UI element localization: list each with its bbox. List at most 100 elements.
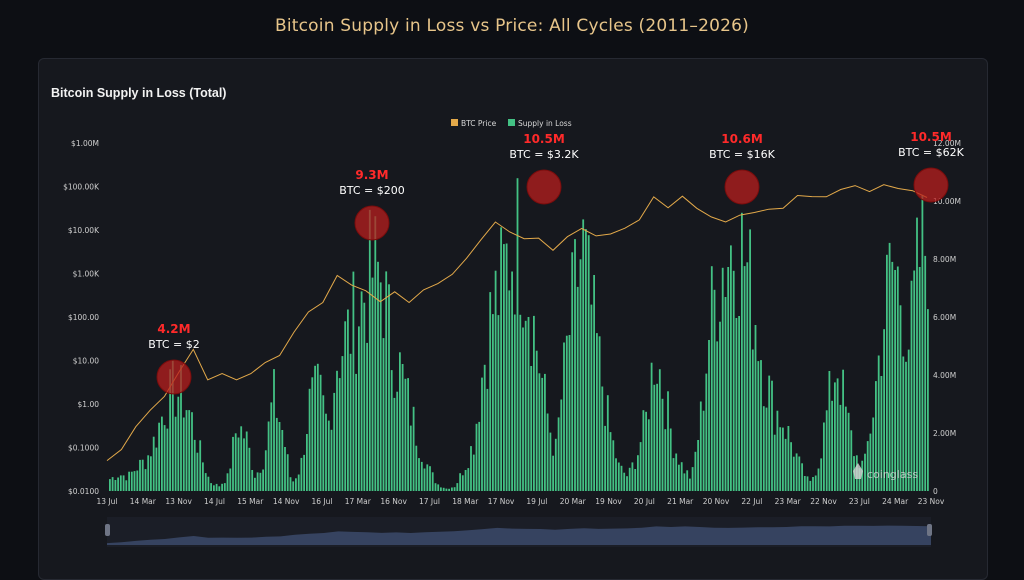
supply-bar xyxy=(284,447,286,491)
supply-bar xyxy=(697,440,699,491)
legend-label-price[interactable]: BTC Price xyxy=(461,119,497,128)
supply-bar xyxy=(823,422,825,491)
supply-bar xyxy=(136,470,139,491)
supply-bar xyxy=(117,477,119,491)
supply-bar xyxy=(571,252,574,491)
supply-bar xyxy=(352,271,355,491)
x-tick-label: 16 Jul xyxy=(311,497,332,506)
left-tick-label: $1.00K xyxy=(73,270,100,279)
supply-bar xyxy=(368,209,371,491)
supply-bar xyxy=(213,485,215,491)
supply-bar xyxy=(735,318,738,491)
supply-bar xyxy=(907,349,910,491)
right-tick-label: 6.00M xyxy=(933,313,956,322)
highlight-circle xyxy=(156,359,192,395)
supply-bar xyxy=(782,427,784,491)
supply-bar xyxy=(749,229,751,491)
highlight-circle xyxy=(724,169,760,205)
supply-bar xyxy=(363,302,366,491)
legend-label-supply[interactable]: Supply in Loss xyxy=(518,119,572,128)
callout-price-label: BTC = $200 xyxy=(339,184,405,197)
supply-bar xyxy=(626,476,628,491)
supply-bar xyxy=(694,451,697,491)
supply-bar xyxy=(169,369,171,491)
supply-bar xyxy=(713,289,716,491)
x-tick-label: 23 Jul xyxy=(849,497,870,506)
supply-bar xyxy=(377,261,379,491)
x-tick-label: 13 Nov xyxy=(165,497,192,506)
supply-bar xyxy=(516,178,519,491)
supply-bar xyxy=(264,450,267,491)
supply-bar xyxy=(535,350,538,491)
supply-bar xyxy=(568,335,571,491)
supply-bar xyxy=(574,239,576,491)
navigator-handle-right[interactable] xyxy=(927,524,932,536)
x-tick-label: 19 Jul xyxy=(526,497,547,506)
supply-bar xyxy=(319,374,322,491)
supply-bar xyxy=(483,364,486,491)
x-tick-label: 17 Nov xyxy=(488,497,515,506)
callout-price-label: BTC = $2 xyxy=(148,338,200,351)
supply-bar xyxy=(708,340,710,491)
supply-bar xyxy=(478,421,481,491)
supply-bar xyxy=(513,314,516,491)
supply-bar xyxy=(461,475,464,491)
range-navigator[interactable] xyxy=(105,517,932,547)
supply-bar xyxy=(650,362,653,491)
supply-bar xyxy=(281,430,284,491)
supply-bar xyxy=(825,410,828,491)
supply-bar xyxy=(563,342,565,491)
supply-bar xyxy=(267,421,270,491)
highlight-circle xyxy=(526,169,562,205)
supply-bar xyxy=(850,430,853,491)
supply-bar xyxy=(325,413,327,491)
supply-bar xyxy=(686,470,689,491)
legend[interactable]: BTC Price Supply in Loss xyxy=(451,119,572,128)
supply-bar xyxy=(738,316,740,491)
supply-bar xyxy=(366,342,368,491)
supply-bar xyxy=(872,417,875,491)
supply-bar xyxy=(147,455,150,491)
chart-svg[interactable]: BTC Price Supply in Loss $0.0100$0.1000$… xyxy=(39,59,987,577)
supply-bar xyxy=(894,270,896,491)
supply-bar xyxy=(773,434,776,491)
left-tick-label: $100.00K xyxy=(63,183,100,192)
x-tick-label: 23 Mar xyxy=(775,497,802,506)
supply-bar xyxy=(719,321,721,491)
supply-bar xyxy=(426,464,429,491)
right-tick-label: 10.00M xyxy=(933,197,961,206)
supply-bar xyxy=(207,476,210,491)
highlight-circle xyxy=(354,205,390,241)
supply-bar xyxy=(415,445,418,491)
supply-bar xyxy=(314,365,316,491)
supply-bar xyxy=(511,271,513,491)
x-tick-label: 13 Jul xyxy=(97,497,118,506)
supply-bar xyxy=(273,369,275,491)
supply-bar xyxy=(481,377,483,491)
supply-bar xyxy=(795,453,798,491)
right-tick-label: 8.00M xyxy=(933,255,956,264)
supply-bar xyxy=(234,433,237,491)
x-tick-label: 21 Mar xyxy=(667,497,694,506)
supply-bar xyxy=(538,373,541,491)
x-tick-label: 20 Jul xyxy=(634,497,655,506)
supply-bar xyxy=(787,426,790,491)
navigator-handle-left[interactable] xyxy=(105,524,110,536)
supply-bar xyxy=(327,420,330,491)
supply-bar xyxy=(637,455,639,491)
supply-bar xyxy=(776,410,779,491)
x-tick-label: 14 Nov xyxy=(273,497,300,506)
supply-bar xyxy=(792,456,795,491)
supply-bar xyxy=(292,481,295,491)
x-tick-label: 14 Jul xyxy=(204,497,225,506)
supply-bar xyxy=(500,227,502,492)
supply-bar xyxy=(303,454,305,491)
supply-bar xyxy=(464,470,467,491)
supply-bar xyxy=(223,483,226,491)
callout-price-label: BTC = $16K xyxy=(709,148,776,161)
supply-bar xyxy=(114,480,117,491)
annotations: 4.2M BTC = $2 9.3M BTC = $200 10.5M BTC = $3.… xyxy=(148,130,965,395)
x-tick-label: 17 Jul xyxy=(419,497,440,506)
supply-bar xyxy=(691,467,694,491)
supply-bar xyxy=(689,478,691,491)
